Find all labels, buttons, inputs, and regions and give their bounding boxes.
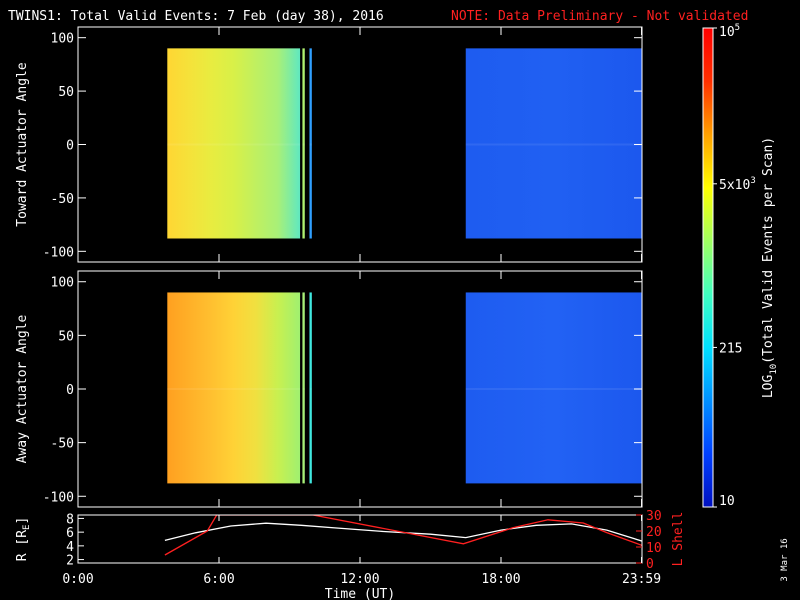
zero-band [302,143,305,146]
y2-tick-label: 10 [646,541,662,556]
y-tick-label: -50 [51,437,74,452]
page-title: TWINS1: Total Valid Events: 7 Feb (day 3… [8,9,384,24]
colorbar-label: LOG10(Total Valid Events per Scan) [761,137,779,398]
y-tick-label: 4 [66,540,74,555]
heatmap-block [302,292,305,484]
heatmap-block [167,48,301,239]
y-tick-label: 2 [66,554,74,569]
label-part: R [R [15,530,30,561]
colorbar-tick-label: 5x103 [719,176,756,193]
zero-band [309,388,312,390]
tick-superscript: 5 [735,23,740,33]
y-axis-label: Away Actuator Angle [15,314,30,463]
tick-superscript: 3 [750,176,755,186]
heatmap-block [465,48,642,239]
heatmap-block [309,292,312,484]
label-part: (Total Valid Events per Scan) [761,137,776,364]
x-axis-label: Time (UT) [325,587,395,600]
tick-main: 10 [719,25,735,40]
colorbar-tick-label: 215 [719,341,742,356]
x-tick-label: 18:00 [481,572,520,587]
heatmap-block [302,48,305,239]
y-tick-label: 8 [66,512,74,527]
zero-band [167,143,301,146]
zero-band [167,388,301,390]
y2-tick-label: 20 [646,525,662,540]
heatmap-block [309,48,312,239]
y-tick-label: 50 [58,85,74,100]
zero-band [465,388,642,390]
zero-band [309,143,312,146]
zero-band [465,143,642,146]
heatmap-block [167,292,301,484]
tick-main: 10 [719,494,735,509]
y-tick-label: 100 [51,276,74,291]
panel-frame [77,514,643,564]
y-tick-label: -100 [43,490,74,505]
heatmap-panel-2: 100 50 0 -50 -100 Away Actuator Angle [15,270,643,508]
colorbar-tick-label: 10 [719,494,735,509]
x-tick-label: 12:00 [340,572,379,587]
y-tick-label: 100 [51,32,74,47]
y2-tick-label: 30 [646,509,662,524]
y-axis-label: R [RE] [15,517,32,562]
label-subscript: 10 [769,364,779,375]
y-tick-label: -50 [51,192,74,207]
y-tick-label: -100 [43,245,74,260]
colorbar-tick-label: 105 [719,23,740,40]
heatmap-panel-1: 100 50 0 -50 -100 Toward Actuator Angle [15,26,643,263]
y-axis-label: Toward Actuator Angle [15,62,30,227]
label-subscript: E [22,525,32,530]
label-part: ] [15,517,30,525]
tick-main: 215 [719,341,742,356]
x-tick-label: 6:00 [203,572,234,587]
l-shell-line [164,515,642,556]
colorbar-bar [702,27,714,508]
preliminary-note: NOTE: Data Preliminary - Not validated [451,9,748,24]
x-tick-label: 0:00 [62,572,93,587]
date-stamp: 3 Mar 16 [780,538,790,581]
y2-axis-label: L Shell [671,512,686,567]
x-tick-label: 23:59 [622,572,661,587]
y-tick-label: 50 [58,329,74,344]
zero-band [302,388,305,390]
heatmap-block [465,292,642,484]
label-part: LOG [761,375,776,399]
y-tick-label: 6 [66,526,74,541]
y-tick-label: 0 [66,139,74,154]
y2-tick-label: 0 [646,557,654,572]
tick-main: 5x10 [719,178,750,193]
y-tick-label: 0 [66,383,74,398]
